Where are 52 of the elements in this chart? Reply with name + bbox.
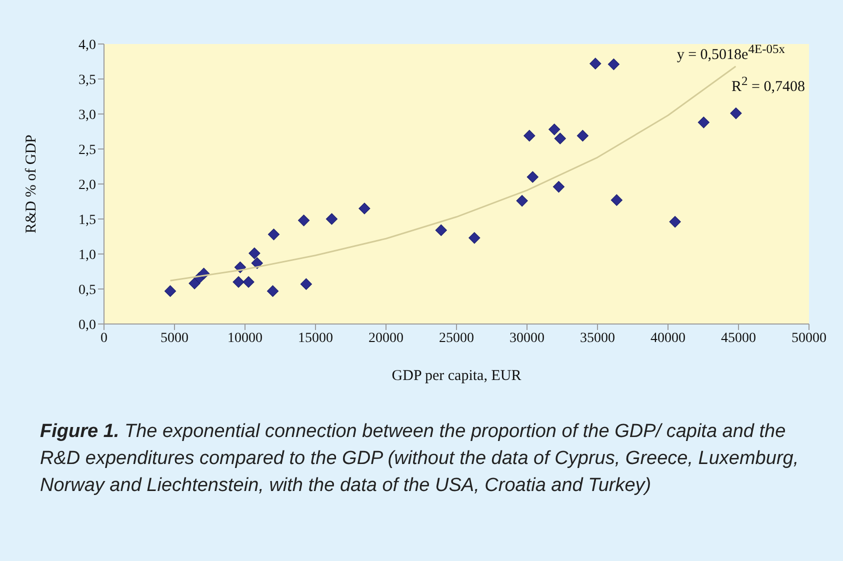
y-tick-label: 1,5	[78, 212, 96, 228]
point	[358, 202, 370, 214]
point	[232, 276, 244, 288]
y-tick-label: 1,0	[78, 248, 96, 263]
y-tick-label: 4,0	[78, 38, 96, 53]
point	[248, 248, 260, 260]
y-tick-label: 3,5	[78, 72, 96, 88]
x-tick-label: 20000	[368, 330, 404, 346]
y-tick-label: 0,0	[78, 318, 96, 333]
point	[268, 228, 280, 240]
x-tick-label: 15000	[298, 330, 333, 346]
x-tick-label: 35000	[580, 330, 615, 346]
x-tick-label: 5000	[160, 330, 188, 346]
x-tick-label: 30000	[510, 330, 544, 346]
point	[554, 132, 566, 144]
point	[298, 214, 310, 226]
point	[610, 194, 622, 206]
x-tick-label: 10000	[228, 330, 262, 346]
point	[526, 171, 538, 183]
point	[669, 216, 681, 228]
y-tick-label: 3,0	[78, 108, 96, 123]
point	[266, 285, 279, 297]
point	[164, 285, 176, 297]
y-tick-label: 2,5	[78, 142, 96, 158]
point	[548, 124, 560, 136]
y-tick-label: 2,0	[78, 178, 96, 193]
point	[576, 130, 588, 142]
x-tick-label: 40000	[650, 330, 686, 346]
point	[524, 130, 536, 142]
point	[590, 58, 602, 70]
point	[730, 108, 742, 120]
point	[516, 195, 528, 207]
x-tick-label: 25000	[439, 330, 474, 346]
x-tick-label: 45000	[721, 330, 756, 346]
point	[608, 58, 620, 70]
point	[251, 257, 263, 269]
x-tick-label: 0	[100, 330, 108, 346]
x-axis-title: GDP per capita, EUR	[392, 368, 522, 384]
annotation: y = 0,5018e$^{4E-05x}$	[676, 41, 785, 65]
point	[326, 213, 338, 225]
point	[468, 232, 480, 244]
point	[698, 116, 710, 128]
caption: Figure 1. The exponential connection between the proportion of the GDP/ capita and the R&D expenditures compared to the GDP (without the data of Cyprus, Greece, Luxemburg, Norway and Liechtenstein, with the data of the USA, Croatia and Turkey)	[40, 420, 800, 498]
y-tick-label: 0,5	[78, 282, 96, 298]
point	[552, 181, 565, 193]
annotation: R$^{2}$ = 0,7408	[730, 73, 805, 97]
point	[435, 224, 447, 236]
x-tick-label: 50000	[792, 330, 826, 346]
y-axis-title: R&D % of GDP	[23, 134, 40, 234]
point	[188, 278, 200, 290]
point	[242, 276, 254, 288]
point	[300, 278, 312, 290]
